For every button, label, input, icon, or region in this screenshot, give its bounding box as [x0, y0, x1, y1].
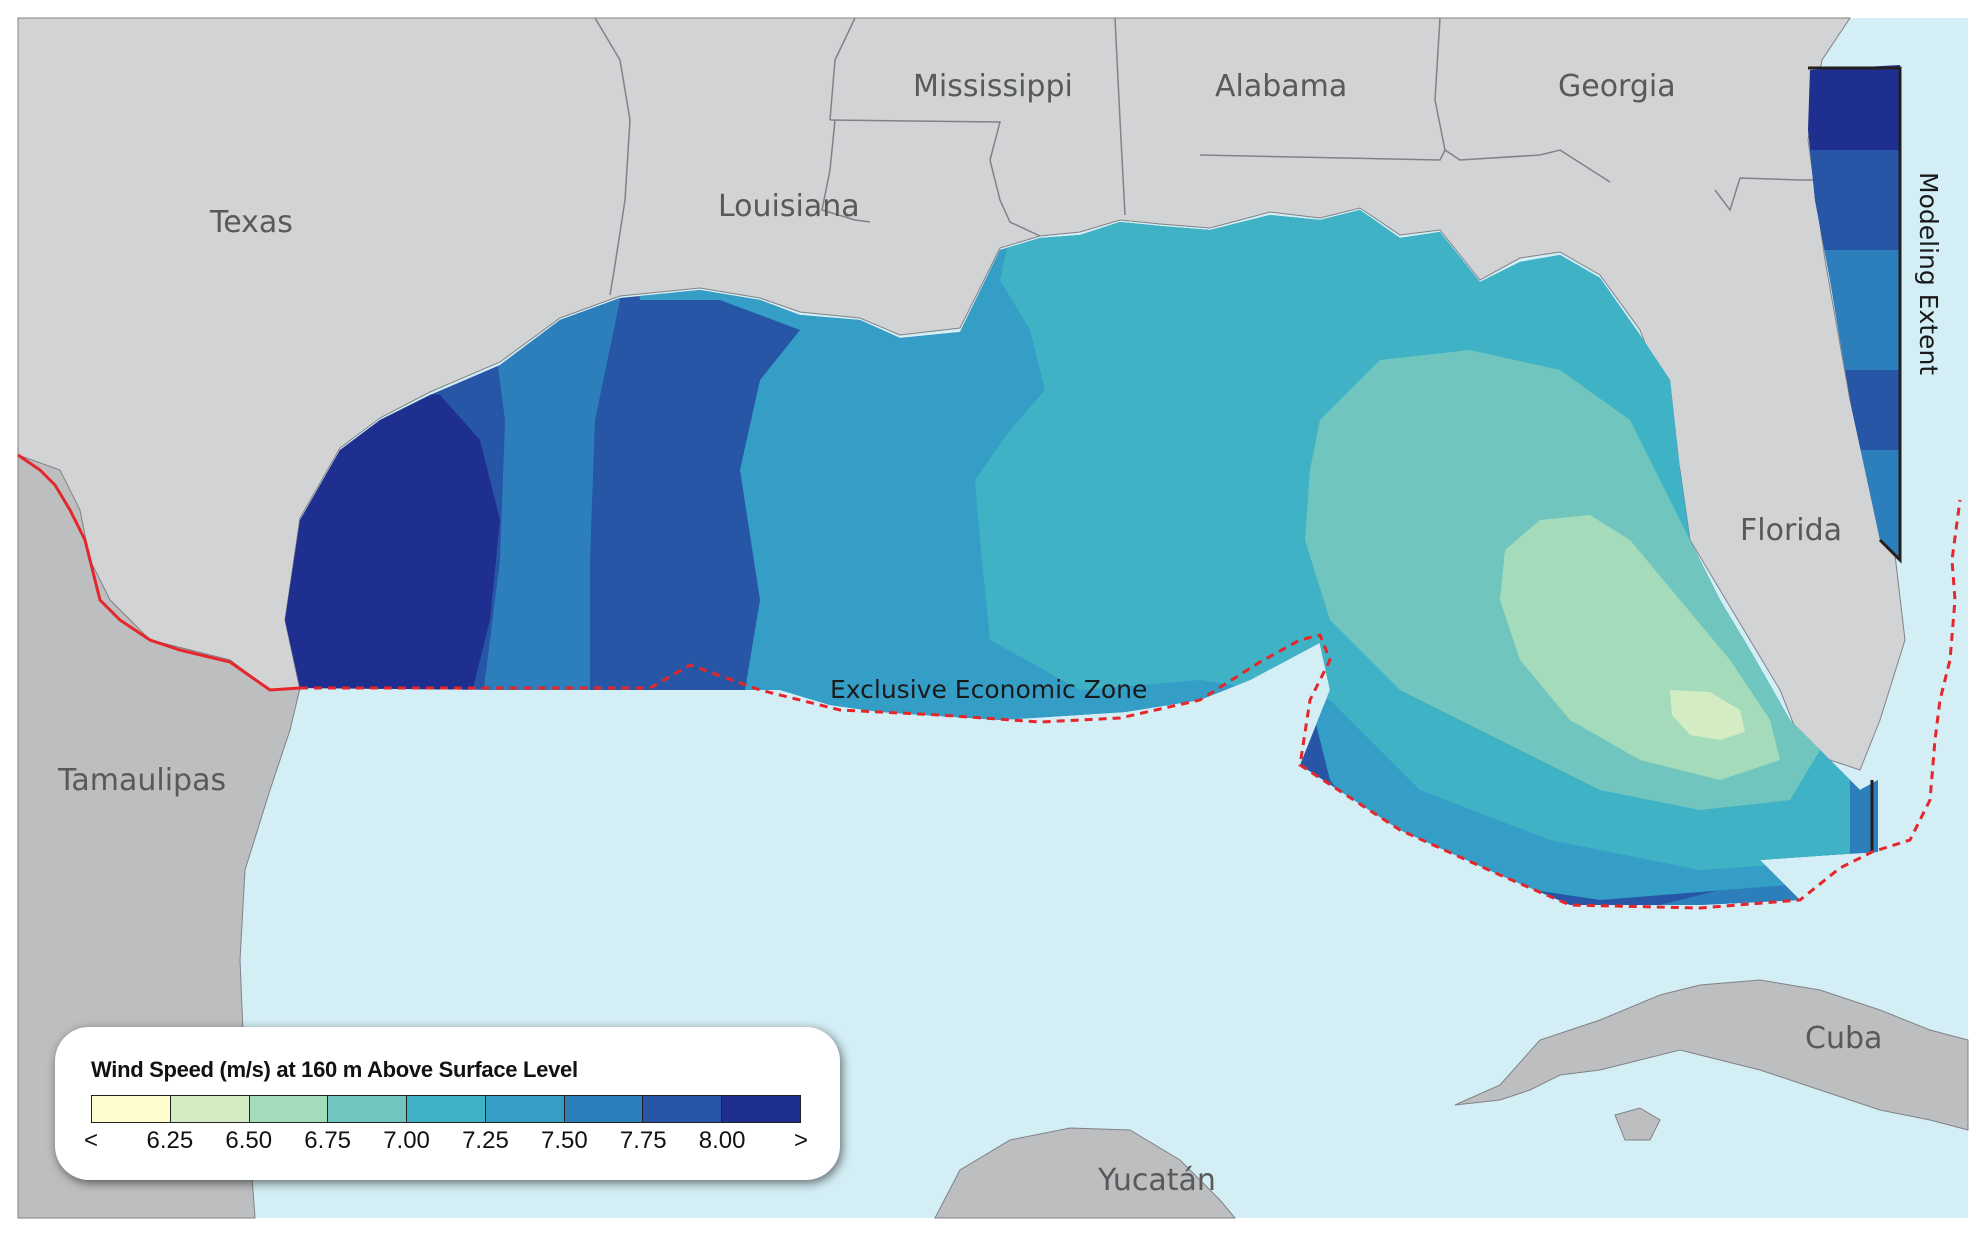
label-exclusive-economic-zone: Exclusive Economic Zone: [830, 675, 1147, 704]
label-yucatan: Yucatán: [1097, 1163, 1216, 1198]
legend-ticks: < 6.25 6.50 6.75 7.00 7.25 7.50 7.75 8.0…: [84, 1127, 808, 1161]
legend-color-bar: [91, 1095, 801, 1123]
state-borders: [594, 17, 1820, 296]
label-modeling-extent: Modeling Extent: [1914, 172, 1943, 375]
atl-band-b: [1808, 150, 1900, 250]
label-louisiana: Louisiana: [718, 189, 860, 224]
label-florida: Florida: [1740, 513, 1842, 548]
land-united-states: [17, 17, 1906, 771]
legend-swatch: [643, 1096, 723, 1122]
legend-swatch: [564, 1096, 644, 1122]
land-isle-of-youth: [1614, 1107, 1661, 1141]
modeling-extent-line: [1808, 66, 1902, 564]
land-yucatan: [934, 1127, 1237, 1219]
us-mexico-border: [17, 453, 301, 692]
legend-swatch: [485, 1096, 565, 1122]
label-alabama: Alabama: [1215, 69, 1347, 104]
legend-swatch: [249, 1096, 329, 1122]
legend-tick: 7.00: [383, 1127, 430, 1154]
label-mississippi: Mississippi: [913, 69, 1073, 104]
legend-tick: 7.25: [462, 1127, 509, 1154]
label-tamaulipas: Tamaulipas: [57, 763, 226, 798]
band-over-8-00: [285, 380, 500, 700]
legend-swatch: [328, 1096, 408, 1122]
legend-tick: >: [793, 1127, 809, 1154]
legend-swatch: [170, 1096, 250, 1122]
legend-swatch: [722, 1096, 801, 1122]
legend-tick: 7.75: [619, 1127, 667, 1154]
label-georgia: Georgia: [1558, 69, 1676, 104]
label-texas: Texas: [209, 205, 293, 240]
band-6-25-6-50: [1670, 690, 1745, 740]
legend-tick: <: [83, 1127, 99, 1154]
legend: Wind Speed (m/s) at 160 m Above Surface …: [55, 1027, 840, 1180]
legend-tick: 6.75: [304, 1127, 352, 1154]
legend-swatch: [407, 1096, 486, 1122]
land-cuba: [1454, 979, 1969, 1131]
legend-tick: 6.50: [225, 1127, 273, 1154]
legend-swatch: [92, 1096, 171, 1122]
legend-tick: 6.25: [146, 1127, 194, 1154]
label-cuba: Cuba: [1805, 1021, 1882, 1056]
legend-title: Wind Speed (m/s) at 160 m Above Surface …: [91, 1057, 578, 1082]
eez-boundary-line: [300, 499, 1962, 910]
legend-tick: 8.00: [698, 1127, 746, 1154]
legend-tick: 7.50: [540, 1127, 588, 1154]
